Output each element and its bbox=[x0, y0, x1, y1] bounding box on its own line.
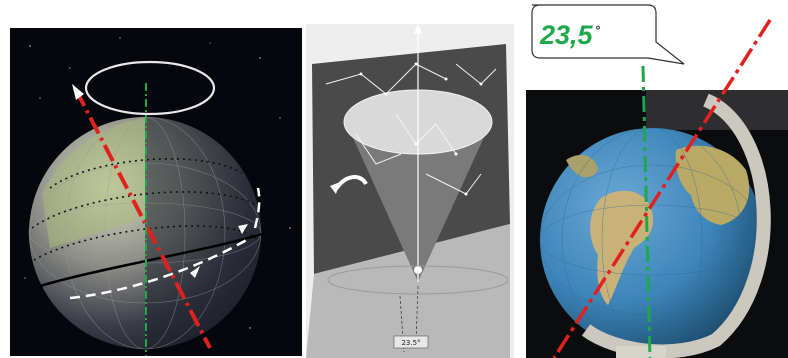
earth-orbit-render-panel bbox=[10, 28, 302, 356]
night-side bbox=[145, 117, 261, 349]
precession-ring bbox=[84, 60, 216, 116]
pole-arrow-icon bbox=[414, 24, 422, 34]
arrow-head-icon bbox=[238, 224, 248, 234]
cone-diagram: 23.5° bbox=[306, 24, 514, 358]
tilt-angle-label: 23,5 ° bbox=[540, 20, 601, 50]
precession-cone-sketch-panel: 23.5° bbox=[306, 24, 514, 358]
tilted-axis-line bbox=[74, 89, 212, 349]
tropic-lines bbox=[31, 158, 261, 261]
stars bbox=[24, 37, 291, 329]
globe-stand-base bbox=[616, 346, 666, 358]
rotation-arrow-head-icon bbox=[330, 182, 340, 194]
arrow-head-icon bbox=[190, 266, 200, 278]
degree-symbol: ° bbox=[595, 23, 601, 37]
ground-background bbox=[306, 224, 510, 358]
continent-highlight bbox=[42, 118, 145, 248]
axis-arrow-icon bbox=[72, 84, 84, 100]
earth-point bbox=[414, 266, 422, 274]
desk-globe-photo-panel bbox=[526, 90, 788, 358]
star-dots bbox=[359, 62, 483, 196]
earth-render bbox=[24, 37, 291, 356]
angle-marker-text: 23.5° bbox=[401, 339, 420, 347]
globe-photo bbox=[526, 90, 788, 358]
rotation-arrows bbox=[69, 187, 261, 300]
equator-path bbox=[39, 231, 266, 288]
angle-label-box bbox=[393, 335, 429, 349]
